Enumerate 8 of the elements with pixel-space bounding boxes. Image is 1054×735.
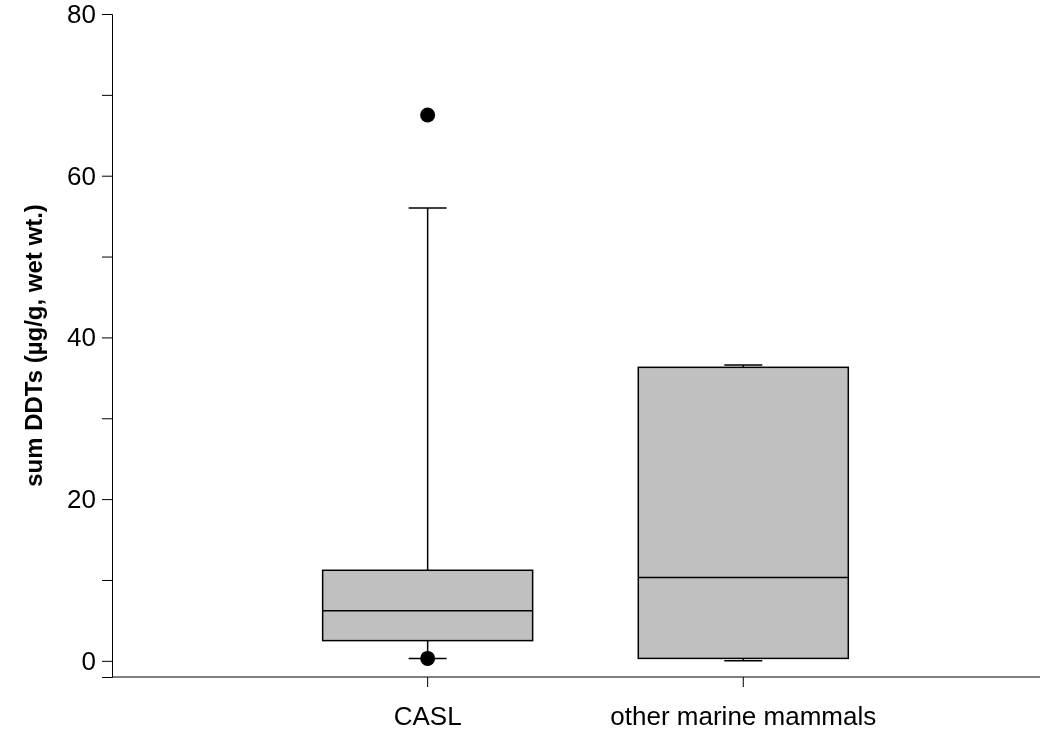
- x-tick-label: CASL: [393, 701, 462, 731]
- y-tick-label: 0: [81, 645, 96, 676]
- y-axis-title: sum DDTs (µg/g, wet wt.): [20, 204, 47, 487]
- y-tick-label: 80: [67, 0, 96, 29]
- y-tick-label: 60: [67, 160, 96, 191]
- y-tick-label: 20: [67, 483, 96, 514]
- y-tick-label: 40: [67, 322, 96, 353]
- x-tick-label: other marine mammals: [610, 701, 877, 731]
